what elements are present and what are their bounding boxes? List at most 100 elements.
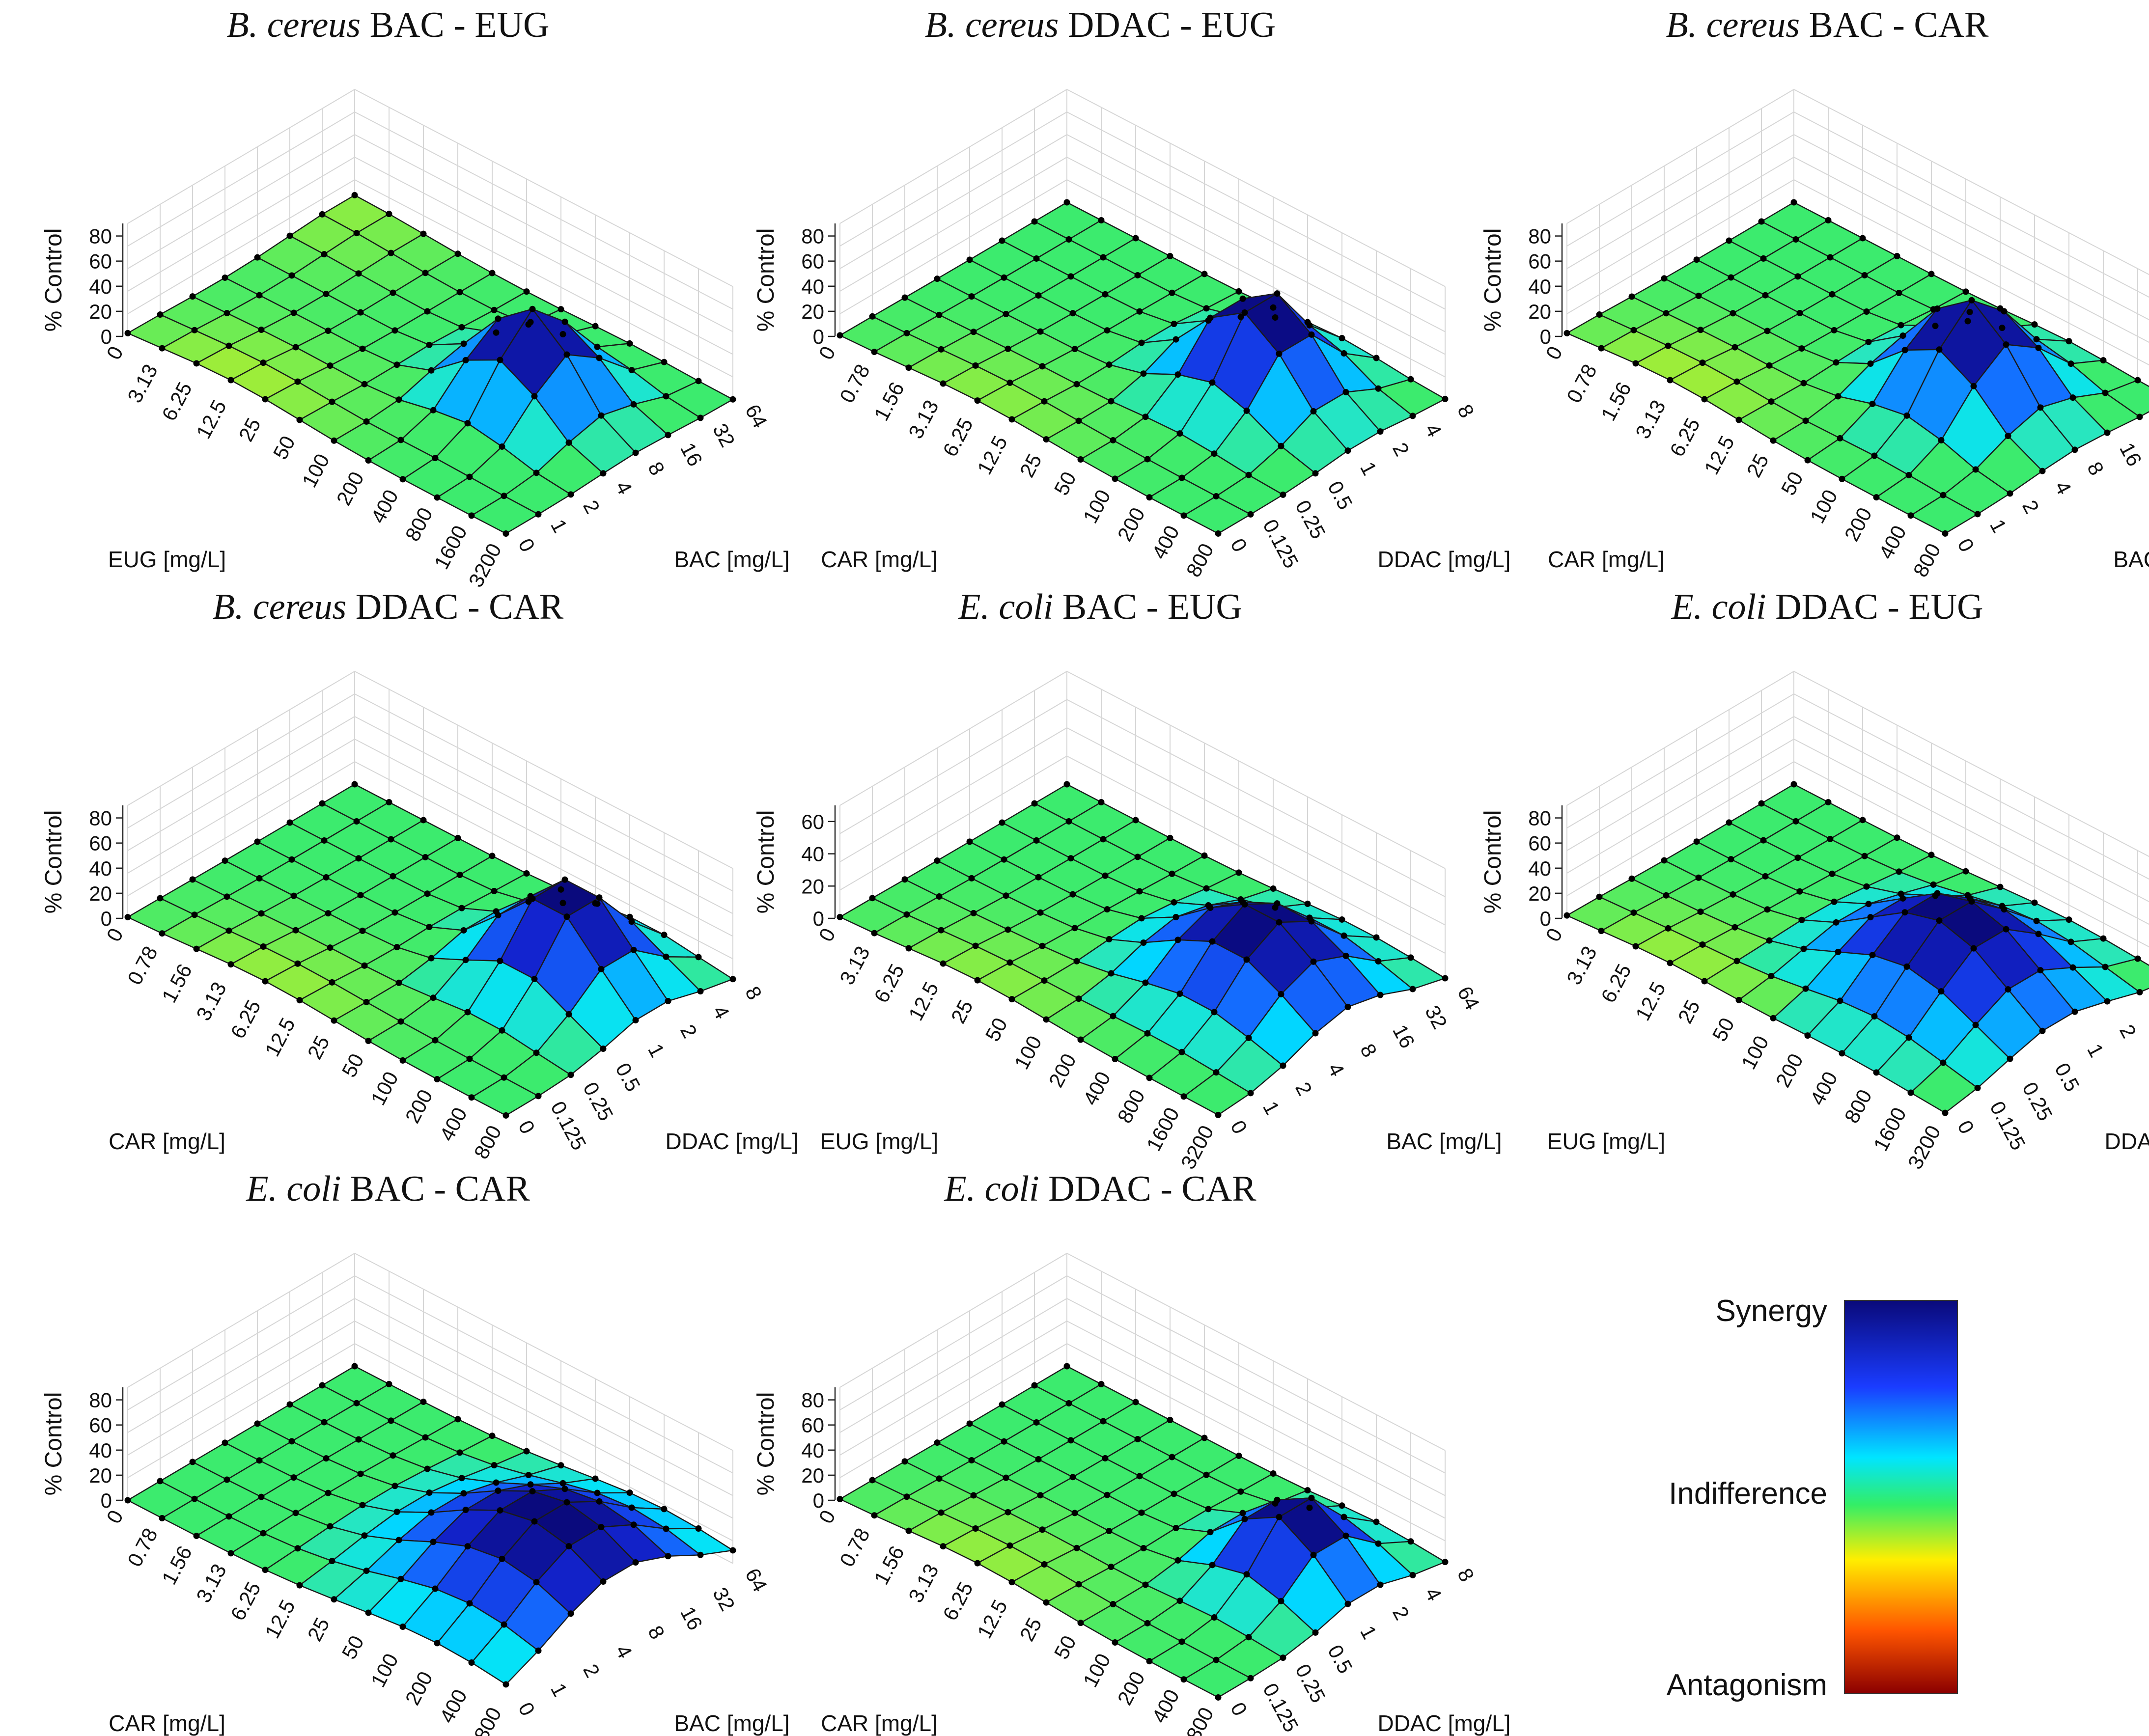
data-point <box>1308 1494 1315 1501</box>
data-point <box>1144 456 1151 463</box>
z-tick-label: 60 <box>1528 250 1551 273</box>
grid-line <box>839 1297 1446 1496</box>
data-point <box>1835 948 1842 955</box>
data-point <box>1106 1528 1113 1535</box>
data-point <box>1974 1084 1981 1091</box>
data-point <box>1766 362 1773 369</box>
data-point <box>325 327 332 334</box>
data-point <box>1043 1599 1050 1606</box>
data-point <box>1247 1675 1254 1681</box>
data-point <box>1215 530 1222 537</box>
data-point <box>1043 436 1050 443</box>
data-point <box>1134 1435 1141 1442</box>
data-point <box>1270 1470 1277 1477</box>
data-point <box>460 927 467 934</box>
data-point <box>189 876 196 883</box>
data-point <box>1104 1491 1111 1498</box>
data-point <box>1598 345 1605 352</box>
data-point <box>286 819 293 826</box>
x-tick-label: 400 <box>435 1103 472 1145</box>
data-point <box>1796 309 1803 316</box>
data-point <box>626 1489 633 1496</box>
x-tick-label: 0.78 <box>123 942 162 989</box>
surface <box>124 781 736 1119</box>
data-point <box>462 957 469 964</box>
z-tick-label: 80 <box>801 225 824 248</box>
data-point <box>1201 852 1208 859</box>
y-tick-label: 0 <box>1226 1699 1252 1720</box>
data-point <box>430 1539 437 1545</box>
data-point <box>1008 996 1015 1003</box>
data-point <box>1235 869 1242 876</box>
data-point <box>223 1476 230 1483</box>
data-point <box>497 1507 503 1514</box>
data-point <box>1106 936 1113 943</box>
data-point <box>357 309 364 316</box>
data-point <box>1375 958 1382 964</box>
grid-line <box>127 179 733 378</box>
data-point <box>533 1049 540 1056</box>
data-point <box>361 381 368 387</box>
y-tick-label: 0.5 <box>2050 1059 2084 1096</box>
data-point <box>2003 926 2009 933</box>
data-point <box>1063 199 1070 206</box>
data-point <box>1132 1399 1139 1405</box>
data-point <box>1940 1059 1947 1066</box>
data-point <box>903 1493 910 1500</box>
data-point <box>567 491 574 498</box>
data-point <box>1764 328 1771 334</box>
data-point <box>531 1518 538 1525</box>
data-point <box>1730 891 1736 898</box>
data-point <box>258 327 265 333</box>
data-point <box>1213 1656 1220 1663</box>
x-tick-label: 3.13 <box>123 360 162 407</box>
y-tick-label: 0.125 <box>546 1098 591 1154</box>
data-point <box>256 1457 263 1464</box>
x-tick-label: 25 <box>234 414 265 445</box>
y-tick-label: 0.5 <box>1323 1641 1357 1678</box>
data-point <box>1077 456 1084 463</box>
data-point <box>1247 1090 1254 1097</box>
data-point <box>1174 937 1181 943</box>
data-point <box>321 1419 328 1426</box>
data-point <box>1239 295 1246 302</box>
y-tick-label: 0.25 <box>1291 1660 1330 1707</box>
data-point <box>1033 837 1040 844</box>
data-point <box>1839 475 1845 482</box>
y-tick-label: 0.125 <box>1258 1680 1303 1736</box>
data-point <box>1312 1030 1319 1037</box>
panel-title: B. cereus DDAC - EUG <box>925 5 1276 45</box>
data-point <box>1144 1620 1151 1626</box>
data-point <box>359 927 366 934</box>
data-point <box>323 290 330 297</box>
data-point <box>1280 491 1286 498</box>
grid-line <box>127 134 733 332</box>
data-point <box>1237 313 1244 320</box>
z-tick-label: 0 <box>101 325 112 348</box>
data-point <box>563 1499 570 1506</box>
data-point <box>901 876 908 883</box>
data-point <box>325 1489 332 1496</box>
data-point <box>124 914 131 921</box>
data-point <box>290 892 297 899</box>
panel-title-rest: DDAC - EUG <box>1766 587 1983 627</box>
data-point <box>1278 442 1284 449</box>
data-point <box>1167 1416 1173 1423</box>
data-point <box>1201 271 1208 277</box>
data-point <box>1342 952 1349 959</box>
data-point <box>1409 1571 1416 1578</box>
legend-label-antagonism: Antagonism <box>1667 1668 1827 1702</box>
surface <box>837 199 1449 537</box>
data-point <box>1928 852 1935 858</box>
data-point <box>363 1568 370 1574</box>
data-point <box>695 1525 702 1532</box>
grid-line <box>839 111 1446 310</box>
data-point <box>1598 928 1605 935</box>
data-point <box>1098 217 1105 223</box>
data-point <box>1377 428 1384 435</box>
y-tick-label: 8 <box>1453 401 1479 422</box>
y-tick-label: 16 <box>676 439 707 470</box>
data-point <box>1069 1474 1076 1481</box>
z-tick-label: 60 <box>89 1414 112 1437</box>
